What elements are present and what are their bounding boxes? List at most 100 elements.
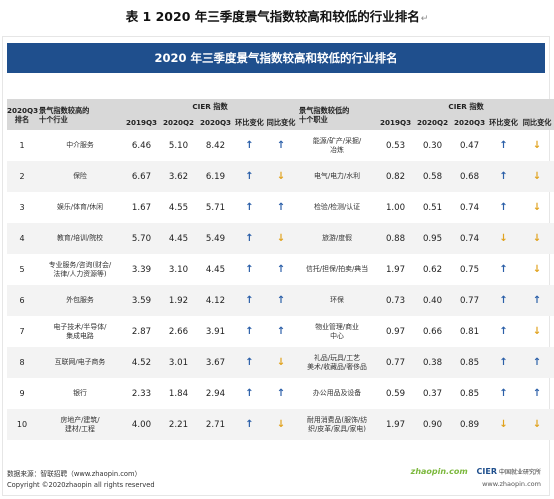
high-2019q3: 4.00 bbox=[131, 419, 152, 430]
table-row: 10 房地产/建筑/ 建材/工程 4.00 2.21 2.71 ↑ ↓ 耐用消费品(服饰/纺 … bbox=[7, 409, 554, 440]
low-2020q3: 0.68 bbox=[459, 171, 480, 182]
high-industry-name: 电子技术/半导体/ 集成电路 bbox=[53, 322, 107, 340]
high-2020q3: 4.45 bbox=[205, 264, 226, 275]
high-industry-name: 房地产/建筑/ 建材/工程 bbox=[60, 415, 100, 433]
table-row: 5 专业服务/咨询(财会/ 法律/人力资源等) 3.39 3.10 4.45 ↑ ↑ 信托/担… bbox=[7, 254, 554, 285]
low-qoq-arrow: ↑ bbox=[488, 347, 519, 378]
high-2019q3: 2.87 bbox=[131, 326, 152, 337]
col-2019q3: 2019Q3 bbox=[123, 115, 160, 130]
high-yoy-arrow: ↓ bbox=[265, 223, 297, 254]
low-2019q3: 0.53 bbox=[385, 140, 406, 151]
low-yoy-arrow: ↓ bbox=[519, 316, 554, 347]
arrow-up-icon: ↑ bbox=[499, 326, 508, 337]
rank-cell: 7 bbox=[19, 327, 25, 336]
high-2019q3: 3.39 bbox=[131, 264, 152, 275]
high-qoq-arrow: ↑ bbox=[234, 254, 265, 285]
arrow-up-icon: ↑ bbox=[276, 295, 286, 306]
low-yoy-arrow: ↑ bbox=[519, 378, 554, 409]
arrow-up-icon: ↑ bbox=[532, 388, 542, 399]
high-qoq-arrow: ↑ bbox=[234, 378, 265, 409]
table-row: 9 银行 2.33 1.84 2.94 ↑ ↑ 办公用品及设备 0.59 0.37 0.85 ↑ ↑ bbox=[7, 378, 554, 409]
high-2020q3: 2.71 bbox=[205, 419, 226, 430]
high-qoq-arrow: ↑ bbox=[234, 161, 265, 192]
high-2019q3: 3.59 bbox=[131, 295, 152, 306]
high-yoy-arrow: ↑ bbox=[265, 285, 297, 316]
arrow-up-icon: ↑ bbox=[245, 419, 254, 430]
col-yoy: 同比变化 bbox=[265, 115, 298, 130]
low-2019q3: 1.00 bbox=[385, 202, 406, 213]
high-industry-name: 银行 bbox=[73, 389, 87, 397]
high-qoq-arrow: ↑ bbox=[234, 130, 265, 161]
high-2020q3: 5.49 bbox=[205, 233, 226, 244]
table-row: 8 互联网/电子商务 4.52 3.01 3.67 ↑ ↓ 礼品/玩具/工艺 美术/收藏品/奢… bbox=[7, 347, 554, 378]
high-2019q3: 6.67 bbox=[131, 171, 152, 182]
high-industry-name: 中介服务 bbox=[66, 141, 94, 149]
low-2019q3: 0.97 bbox=[385, 326, 406, 337]
low-qoq-arrow: ↓ bbox=[488, 409, 519, 440]
low-2020q3: 0.85 bbox=[459, 357, 480, 368]
arrow-down-icon: ↓ bbox=[532, 171, 542, 182]
low-2020q3: 0.89 bbox=[459, 419, 480, 430]
table-row: 1 中介服务 6.46 5.10 8.42 ↑ ↑ 能源/矿产/采掘/ 冶炼 0.53 0.30 0… bbox=[7, 130, 554, 161]
table-row: 3 娱乐/体育/休闲 1.67 4.55 5.71 ↑ ↑ 检验/检测/认证 1.00 0.51 0… bbox=[7, 192, 554, 223]
high-2020q2: 3.10 bbox=[168, 264, 189, 275]
low-yoy-arrow: ↓ bbox=[519, 130, 554, 161]
high-qoq-arrow: ↑ bbox=[234, 347, 265, 378]
col-2020q2: 2020Q2 bbox=[414, 115, 452, 130]
low-2020q2: 0.62 bbox=[422, 264, 443, 275]
arrow-down-icon: ↓ bbox=[532, 326, 542, 337]
arrow-up-icon: ↑ bbox=[499, 357, 508, 368]
low-2019q3: 0.88 bbox=[385, 233, 406, 244]
high-industry-header: 景气指数较高的 十个行业 bbox=[37, 99, 123, 130]
col-2020q3: 2020Q3 bbox=[197, 115, 234, 130]
arrow-up-icon: ↑ bbox=[499, 202, 508, 213]
high-2020q3: 6.19 bbox=[205, 171, 226, 182]
high-yoy-arrow: ↓ bbox=[265, 347, 297, 378]
low-yoy-arrow: ↓ bbox=[519, 223, 554, 254]
low-2019q3: 1.97 bbox=[385, 264, 406, 275]
col-qoq: 环比变化 bbox=[488, 115, 520, 130]
high-2019q3: 4.52 bbox=[131, 357, 152, 368]
low-industry-name: 信托/担保/拍卖/典当 bbox=[306, 265, 369, 273]
low-2020q3: 0.74 bbox=[459, 202, 480, 213]
table-row: 4 教育/培训/院校 5.70 4.45 5.49 ↑ ↓ 旅游/度假 0.88 0.95 0.74… bbox=[7, 223, 554, 254]
high-qoq-arrow: ↑ bbox=[234, 192, 265, 223]
high-2020q3: 2.94 bbox=[205, 388, 226, 399]
arrow-up-icon: ↑ bbox=[499, 171, 508, 182]
low-2020q2: 0.30 bbox=[422, 140, 443, 151]
low-yoy-arrow: ↓ bbox=[519, 192, 554, 223]
low-2020q2: 0.38 bbox=[422, 357, 443, 368]
low-2019q3: 0.59 bbox=[385, 388, 406, 399]
rank-cell: 8 bbox=[19, 358, 25, 367]
low-2020q3: 0.75 bbox=[459, 264, 480, 275]
high-industry-name: 教育/培训/院校 bbox=[57, 234, 103, 242]
col-2019q3: 2019Q3 bbox=[377, 115, 415, 130]
arrow-up-icon: ↑ bbox=[276, 388, 286, 399]
high-qoq-arrow: ↑ bbox=[234, 223, 265, 254]
high-2020q2: 1.92 bbox=[168, 295, 189, 306]
arrow-down-icon: ↓ bbox=[276, 419, 286, 430]
low-qoq-arrow: ↑ bbox=[488, 130, 519, 161]
rank-cell: 1 bbox=[19, 141, 25, 150]
low-yoy-arrow: ↑ bbox=[519, 347, 554, 378]
high-industry-name: 外包服务 bbox=[66, 296, 94, 304]
low-yoy-arrow: ↓ bbox=[519, 409, 554, 440]
table-banner: 2020 年三季度景气指数较高和较低的行业排名 bbox=[7, 43, 545, 73]
low-industry-name: 礼品/玩具/工艺 美术/收藏品/奢侈品 bbox=[307, 353, 367, 371]
low-yoy-arrow: ↓ bbox=[519, 161, 554, 192]
ranking-table: 2020Q3 排名 景气指数较高的 十个行业 CIER 指数 景气指数较低的 十… bbox=[7, 99, 554, 440]
low-industry-header: 景气指数较低的 十个职业 bbox=[297, 99, 378, 130]
low-industry-name: 物业管理/商业 中心 bbox=[315, 322, 359, 340]
document-title: 表 1 2020 年三季度景气指数较高和较低的行业排名↵ bbox=[0, 6, 554, 25]
arrow-down-icon: ↓ bbox=[532, 202, 542, 213]
arrow-up-icon: ↑ bbox=[499, 264, 508, 275]
low-industry-name: 办公用品及设备 bbox=[312, 389, 362, 397]
high-industry-name: 娱乐/体育/休闲 bbox=[57, 203, 103, 211]
arrow-up-icon: ↑ bbox=[499, 140, 508, 151]
low-yoy-arrow: ↑ bbox=[519, 285, 554, 316]
low-yoy-arrow: ↓ bbox=[519, 254, 554, 285]
high-2020q3: 3.91 bbox=[205, 326, 226, 337]
cier-logo-cn: 中国就业研究所 bbox=[498, 469, 541, 476]
arrow-up-icon: ↑ bbox=[245, 171, 254, 182]
high-2020q2: 5.10 bbox=[168, 140, 189, 151]
